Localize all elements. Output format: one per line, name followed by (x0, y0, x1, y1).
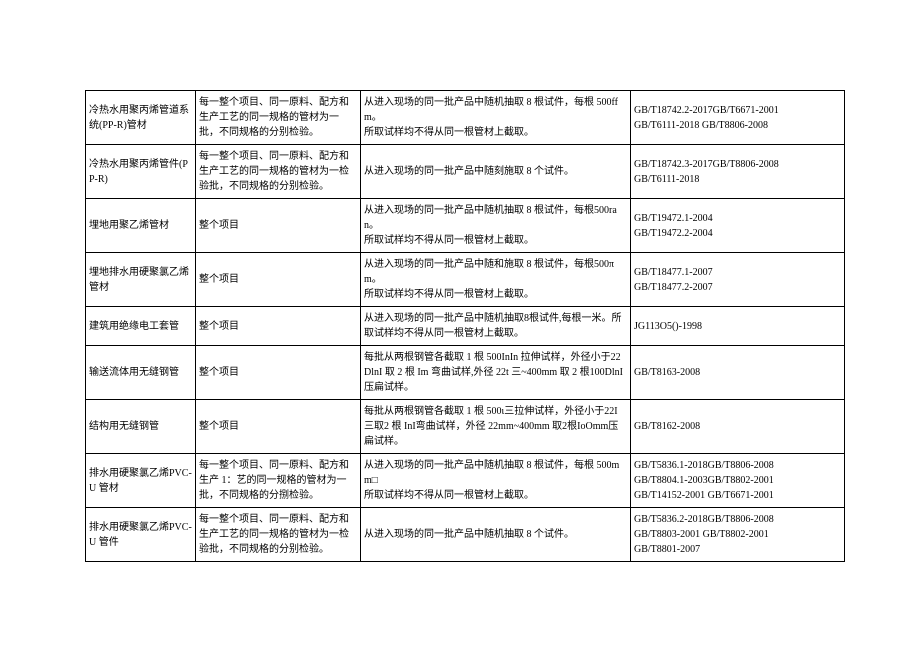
cell-c2: 整个项目 (196, 400, 361, 454)
cell-c2: 整个项目 (196, 253, 361, 307)
spec-table: 冷热水用聚丙烯管道系统(PP-R)管材每一整个项目、同一原料、配方和生产工艺的同… (85, 90, 845, 562)
cell-c3: 从进入现场的同一批产品中随机抽取 8 根试件，每根 500ffm。所取试样均不得… (361, 91, 631, 145)
table-row: 排水用硬聚氯乙烯PVC-U 管材每一整个项目、同一原料、配方和生产 1：艺的同一… (86, 454, 845, 508)
cell-c4: JG113O5()-1998 (631, 307, 845, 346)
cell-c4: GB/T18477.1-2007GB/T18477.2-2007 (631, 253, 845, 307)
table-row: 冷热水用聚丙烯管件(PP-R)每一整个项目、同一原料、配方和生产工艺的同一规格的… (86, 145, 845, 199)
page: 冷热水用聚丙烯管道系统(PP-R)管材每一整个项目、同一原料、配方和生产工艺的同… (0, 0, 920, 622)
cell-c3: 从进入现场的同一批产品中随刻施取 8 个试件。 (361, 145, 631, 199)
table-row: 结构用无缝钢管整个项目每批从两根钢管各截取 1 根 500ι三拉伸试样，外径小于… (86, 400, 845, 454)
cell-c3: 每批从两根钢管各截取 1 根 500ι三拉伸试样，外径小于22I 三取2 根 I… (361, 400, 631, 454)
cell-c4: GB/T19472.1-2004GB/T19472.2-2004 (631, 199, 845, 253)
cell-c2: 每一整个项目、同一原料、配方和生产 1：艺的同一规格的管材为一批，不同规格的分捌… (196, 454, 361, 508)
cell-c1: 冷热水用聚丙烯管道系统(PP-R)管材 (86, 91, 196, 145)
table-row: 冷热水用聚丙烯管道系统(PP-R)管材每一整个项目、同一原料、配方和生产工艺的同… (86, 91, 845, 145)
cell-c1: 结构用无缝钢管 (86, 400, 196, 454)
table-row: 排水用硬聚氯乙烯PVC-U 管件每一整个项目、同一原料、配方和生产工艺的同一规格… (86, 508, 845, 562)
cell-c4: GB/T18742.3-2017GB/T8806-2008GB/T6111-20… (631, 145, 845, 199)
cell-c3: 从进入现场的同一批产品中随和施取 8 根试件，每根500πm。所取试样均不得从同… (361, 253, 631, 307)
cell-c3: 从进入现场的同一批产品中随机抽取 8 根试件，每根500ran。所取试样均不得从… (361, 199, 631, 253)
cell-c4: GB/T18742.2-2017GB/T6671-2001GB/T6111-20… (631, 91, 845, 145)
cell-c4: GB/T8163-2008 (631, 346, 845, 400)
cell-c1: 输送流体用无缝钢管 (86, 346, 196, 400)
cell-c2: 整个项目 (196, 346, 361, 400)
cell-c1: 埋地排水用硬聚氯乙烯管材 (86, 253, 196, 307)
cell-c3: 从进入现场的同一批产品中随机抽取 8 个试件。 (361, 508, 631, 562)
cell-c2: 整个项目 (196, 307, 361, 346)
cell-c4: GB/T8162-2008 (631, 400, 845, 454)
cell-c3: 从进入现场的同一批产品中随机抽取8根试件,每根一米。所取试样均不得从同一根管材上… (361, 307, 631, 346)
cell-c1: 冷热水用聚丙烯管件(PP-R) (86, 145, 196, 199)
table-row: 埋地排水用硬聚氯乙烯管材整个项目从进入现场的同一批产品中随和施取 8 根试件，每… (86, 253, 845, 307)
table-row: 埋地用聚乙烯管材整个项目从进入现场的同一批产品中随机抽取 8 根试件，每根500… (86, 199, 845, 253)
cell-c1: 排水用硬聚氯乙烯PVC-U 管材 (86, 454, 196, 508)
cell-c3: 从进入现场的同一批产品中随机抽取 8 根试件，每根 500mm□所取试样均不得从… (361, 454, 631, 508)
cell-c2: 每一整个项目、同一原料、配方和生产工艺的同一规格的管材为一检验批，不同规格的分别… (196, 145, 361, 199)
cell-c1: 埋地用聚乙烯管材 (86, 199, 196, 253)
cell-c3: 每批从两根钢管各截取 1 根 500InIn 拉伸试样，外径小于22DlnI 取… (361, 346, 631, 400)
cell-c2: 整个项目 (196, 199, 361, 253)
cell-c4: GB/T5836.1-2018GB/T8806-2008GB/T8804.1-2… (631, 454, 845, 508)
table-row: 建筑用绝缘电工套管整个项目从进入现场的同一批产品中随机抽取8根试件,每根一米。所… (86, 307, 845, 346)
cell-c1: 建筑用绝缘电工套管 (86, 307, 196, 346)
table-row: 输送流体用无缝钢管整个项目每批从两根钢管各截取 1 根 500InIn 拉伸试样… (86, 346, 845, 400)
cell-c2: 每一整个项目、同一原料、配方和生产工艺的同一规格的管材为一批，不同规格的分别检验… (196, 91, 361, 145)
cell-c2: 每一整个项目、同一原料、配方和生产工艺的同一规格的管材为一检验批，不同规格的分别… (196, 508, 361, 562)
cell-c4: GB/T5836.2-2018GB/T8806-2008GB/T8803-200… (631, 508, 845, 562)
cell-c1: 排水用硬聚氯乙烯PVC-U 管件 (86, 508, 196, 562)
